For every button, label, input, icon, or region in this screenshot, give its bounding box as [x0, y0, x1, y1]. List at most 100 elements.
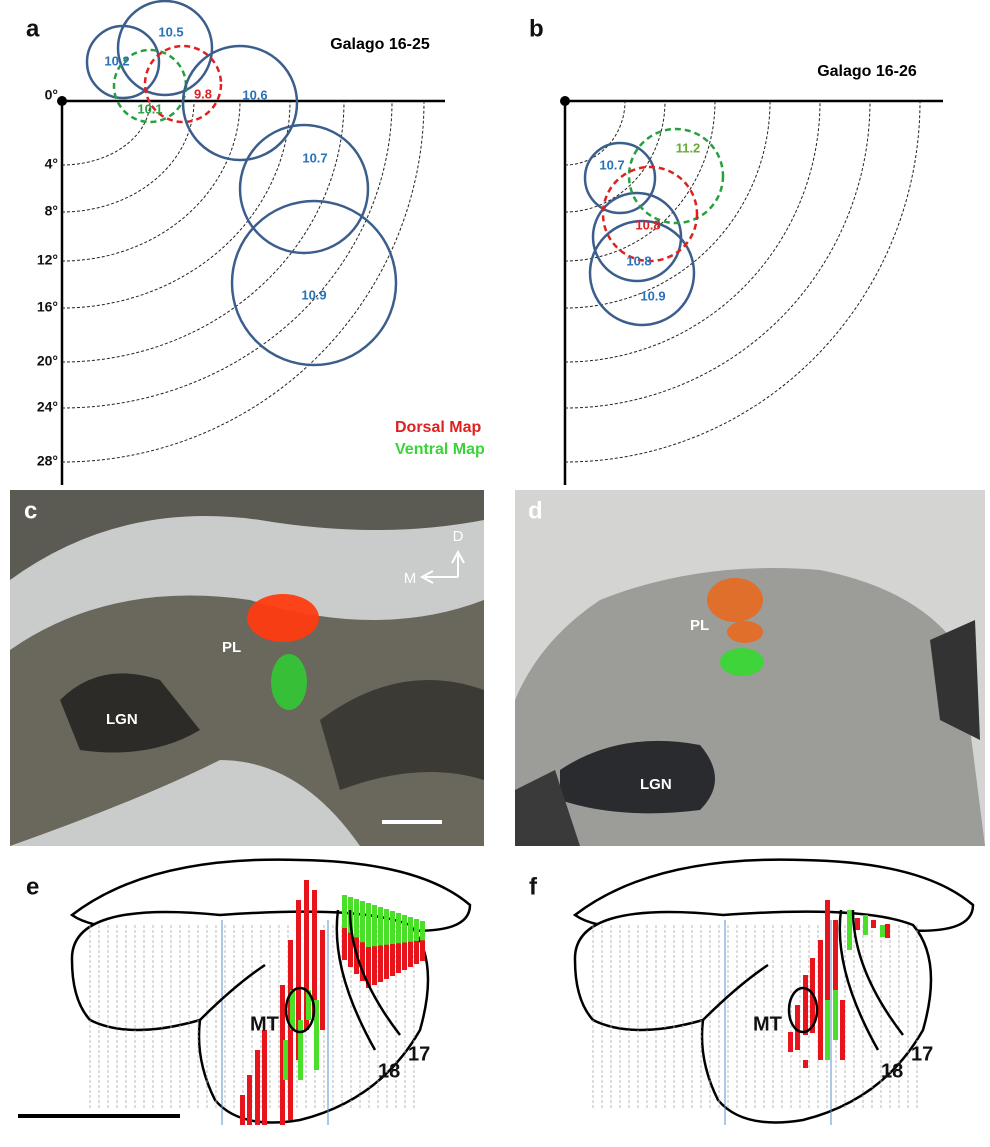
- label-bar: [840, 1000, 845, 1060]
- eccentricity-label: 24°: [37, 399, 58, 415]
- orientation-label: D: [453, 528, 464, 545]
- receptive-field: [183, 46, 297, 160]
- eccentricity-label: 4°: [45, 156, 58, 172]
- eccentricity-arc: [62, 101, 240, 261]
- eccentricity-arc: [62, 101, 344, 362]
- panel-label: d: [528, 497, 543, 524]
- structure-label: PL: [690, 617, 709, 634]
- receptive-field-label: 10.7: [302, 150, 327, 165]
- panel-label: e: [26, 873, 39, 900]
- label-bar: [372, 905, 377, 946]
- eccentricity-arc: [565, 101, 715, 261]
- label-bar: [378, 907, 383, 946]
- receptive-field-label: 10.6: [242, 87, 267, 102]
- label-bar: [863, 915, 868, 935]
- orientation-label: M: [404, 570, 417, 587]
- panel-c: c PL LGN D M: [10, 490, 484, 846]
- eccentricity-arc: [62, 101, 290, 308]
- dorsal-label: [707, 578, 763, 622]
- receptive-field-label: 10.9: [301, 287, 326, 302]
- panel-label: f: [529, 873, 538, 900]
- label-bar: [833, 990, 838, 1040]
- label-bar: [342, 895, 347, 928]
- label-bar: [414, 919, 419, 941]
- panel-title: Galago 16-26: [817, 63, 917, 80]
- legend-entry: Dorsal Map: [395, 419, 481, 436]
- panel-a: a Galago 16-25 0° 4° 8° 12° 16° 20° 24° 28° 10.5…: [26, 1, 485, 485]
- eccentricity-arc: [565, 101, 870, 408]
- label-bar: [390, 911, 395, 944]
- label-bar: [803, 975, 808, 1035]
- label-bar: [255, 1050, 260, 1125]
- panel-d: d PL LGN: [515, 490, 985, 846]
- receptive-field-label: 11.2: [676, 140, 701, 155]
- panel-label: a: [26, 15, 40, 42]
- area-label: 17: [408, 1043, 430, 1065]
- label-bar: [360, 901, 365, 942]
- panel-label: b: [529, 15, 544, 42]
- eccentricity-label: 8°: [45, 203, 58, 219]
- label-bar: [885, 924, 890, 938]
- origin: [560, 96, 570, 106]
- label-bar: [396, 913, 401, 943]
- label-bar: [803, 1060, 808, 1068]
- receptive-field-label: 10.7: [599, 157, 624, 172]
- label-bar: [247, 1075, 252, 1125]
- receptive-field-label: 10.5: [158, 24, 183, 39]
- structure-label: LGN: [106, 711, 138, 728]
- area-label: 17: [911, 1043, 933, 1065]
- area-label: MT: [753, 1013, 782, 1035]
- label-bar: [847, 910, 852, 950]
- dorsal-label: [727, 621, 763, 643]
- structure-label: PL: [222, 639, 241, 656]
- eccentricity-arc: [565, 101, 625, 165]
- label-bar: [788, 1032, 793, 1052]
- label-bar: [825, 1000, 830, 1060]
- label-bar: [420, 921, 425, 940]
- label-bar: [298, 1020, 303, 1080]
- label-bar: [320, 930, 325, 1030]
- panel-title: Galago 16-25: [330, 36, 430, 53]
- receptive-field-label: 10.8: [635, 217, 660, 232]
- label-bar: [290, 990, 295, 1030]
- eccentricity-label: 28°: [37, 453, 58, 469]
- label-bar: [366, 903, 371, 947]
- label-bar: [384, 909, 389, 945]
- ventral-label: [271, 654, 307, 710]
- panel-f: f MT 18 17: [529, 860, 973, 1125]
- area-label: MT: [250, 1013, 279, 1035]
- panel-b: b Galago 16-26 10.7 11.2 10.8 10.8 10.9: [529, 15, 943, 485]
- panel-label: c: [24, 497, 37, 524]
- structure-label: LGN: [640, 776, 672, 793]
- label-bar: [262, 1030, 267, 1125]
- origin: [57, 96, 67, 106]
- dorsal-label: [247, 594, 319, 642]
- label-bar: [880, 925, 885, 937]
- eccentricity-arc: [62, 101, 424, 462]
- receptive-field: [232, 201, 396, 365]
- eccentricity-label: 0°: [45, 87, 58, 103]
- label-bar: [240, 1095, 245, 1125]
- receptive-field-label: 9.8: [194, 86, 212, 101]
- legend-entry: Ventral Map: [395, 441, 485, 458]
- receptive-field-label: 10.8: [626, 253, 651, 268]
- label-bar: [408, 917, 413, 942]
- panel-e: e MT 18 17: [26, 860, 470, 1125]
- receptive-field-label: 10.1: [137, 101, 162, 116]
- receptive-field-label: 10.2: [104, 53, 129, 68]
- label-bar: [818, 940, 823, 1060]
- area-label: 18: [378, 1060, 400, 1082]
- receptive-field-label: 10.9: [640, 288, 665, 303]
- receptive-field: [240, 125, 368, 253]
- eccentricity-arc: [62, 101, 194, 212]
- receptive-field: [585, 143, 655, 213]
- label-bar: [354, 899, 359, 938]
- eccentricity-label: 12°: [37, 252, 58, 268]
- label-bar: [855, 918, 860, 930]
- figure: a Galago 16-25 0° 4° 8° 12° 16° 20° 24° 28° 10.5…: [0, 0, 990, 1147]
- eccentricity-label: 16°: [37, 299, 58, 315]
- ventral-label: [720, 648, 764, 676]
- area-label: 18: [881, 1060, 903, 1082]
- eccentricity-arc: [565, 101, 920, 462]
- eccentricity-label: 20°: [37, 353, 58, 369]
